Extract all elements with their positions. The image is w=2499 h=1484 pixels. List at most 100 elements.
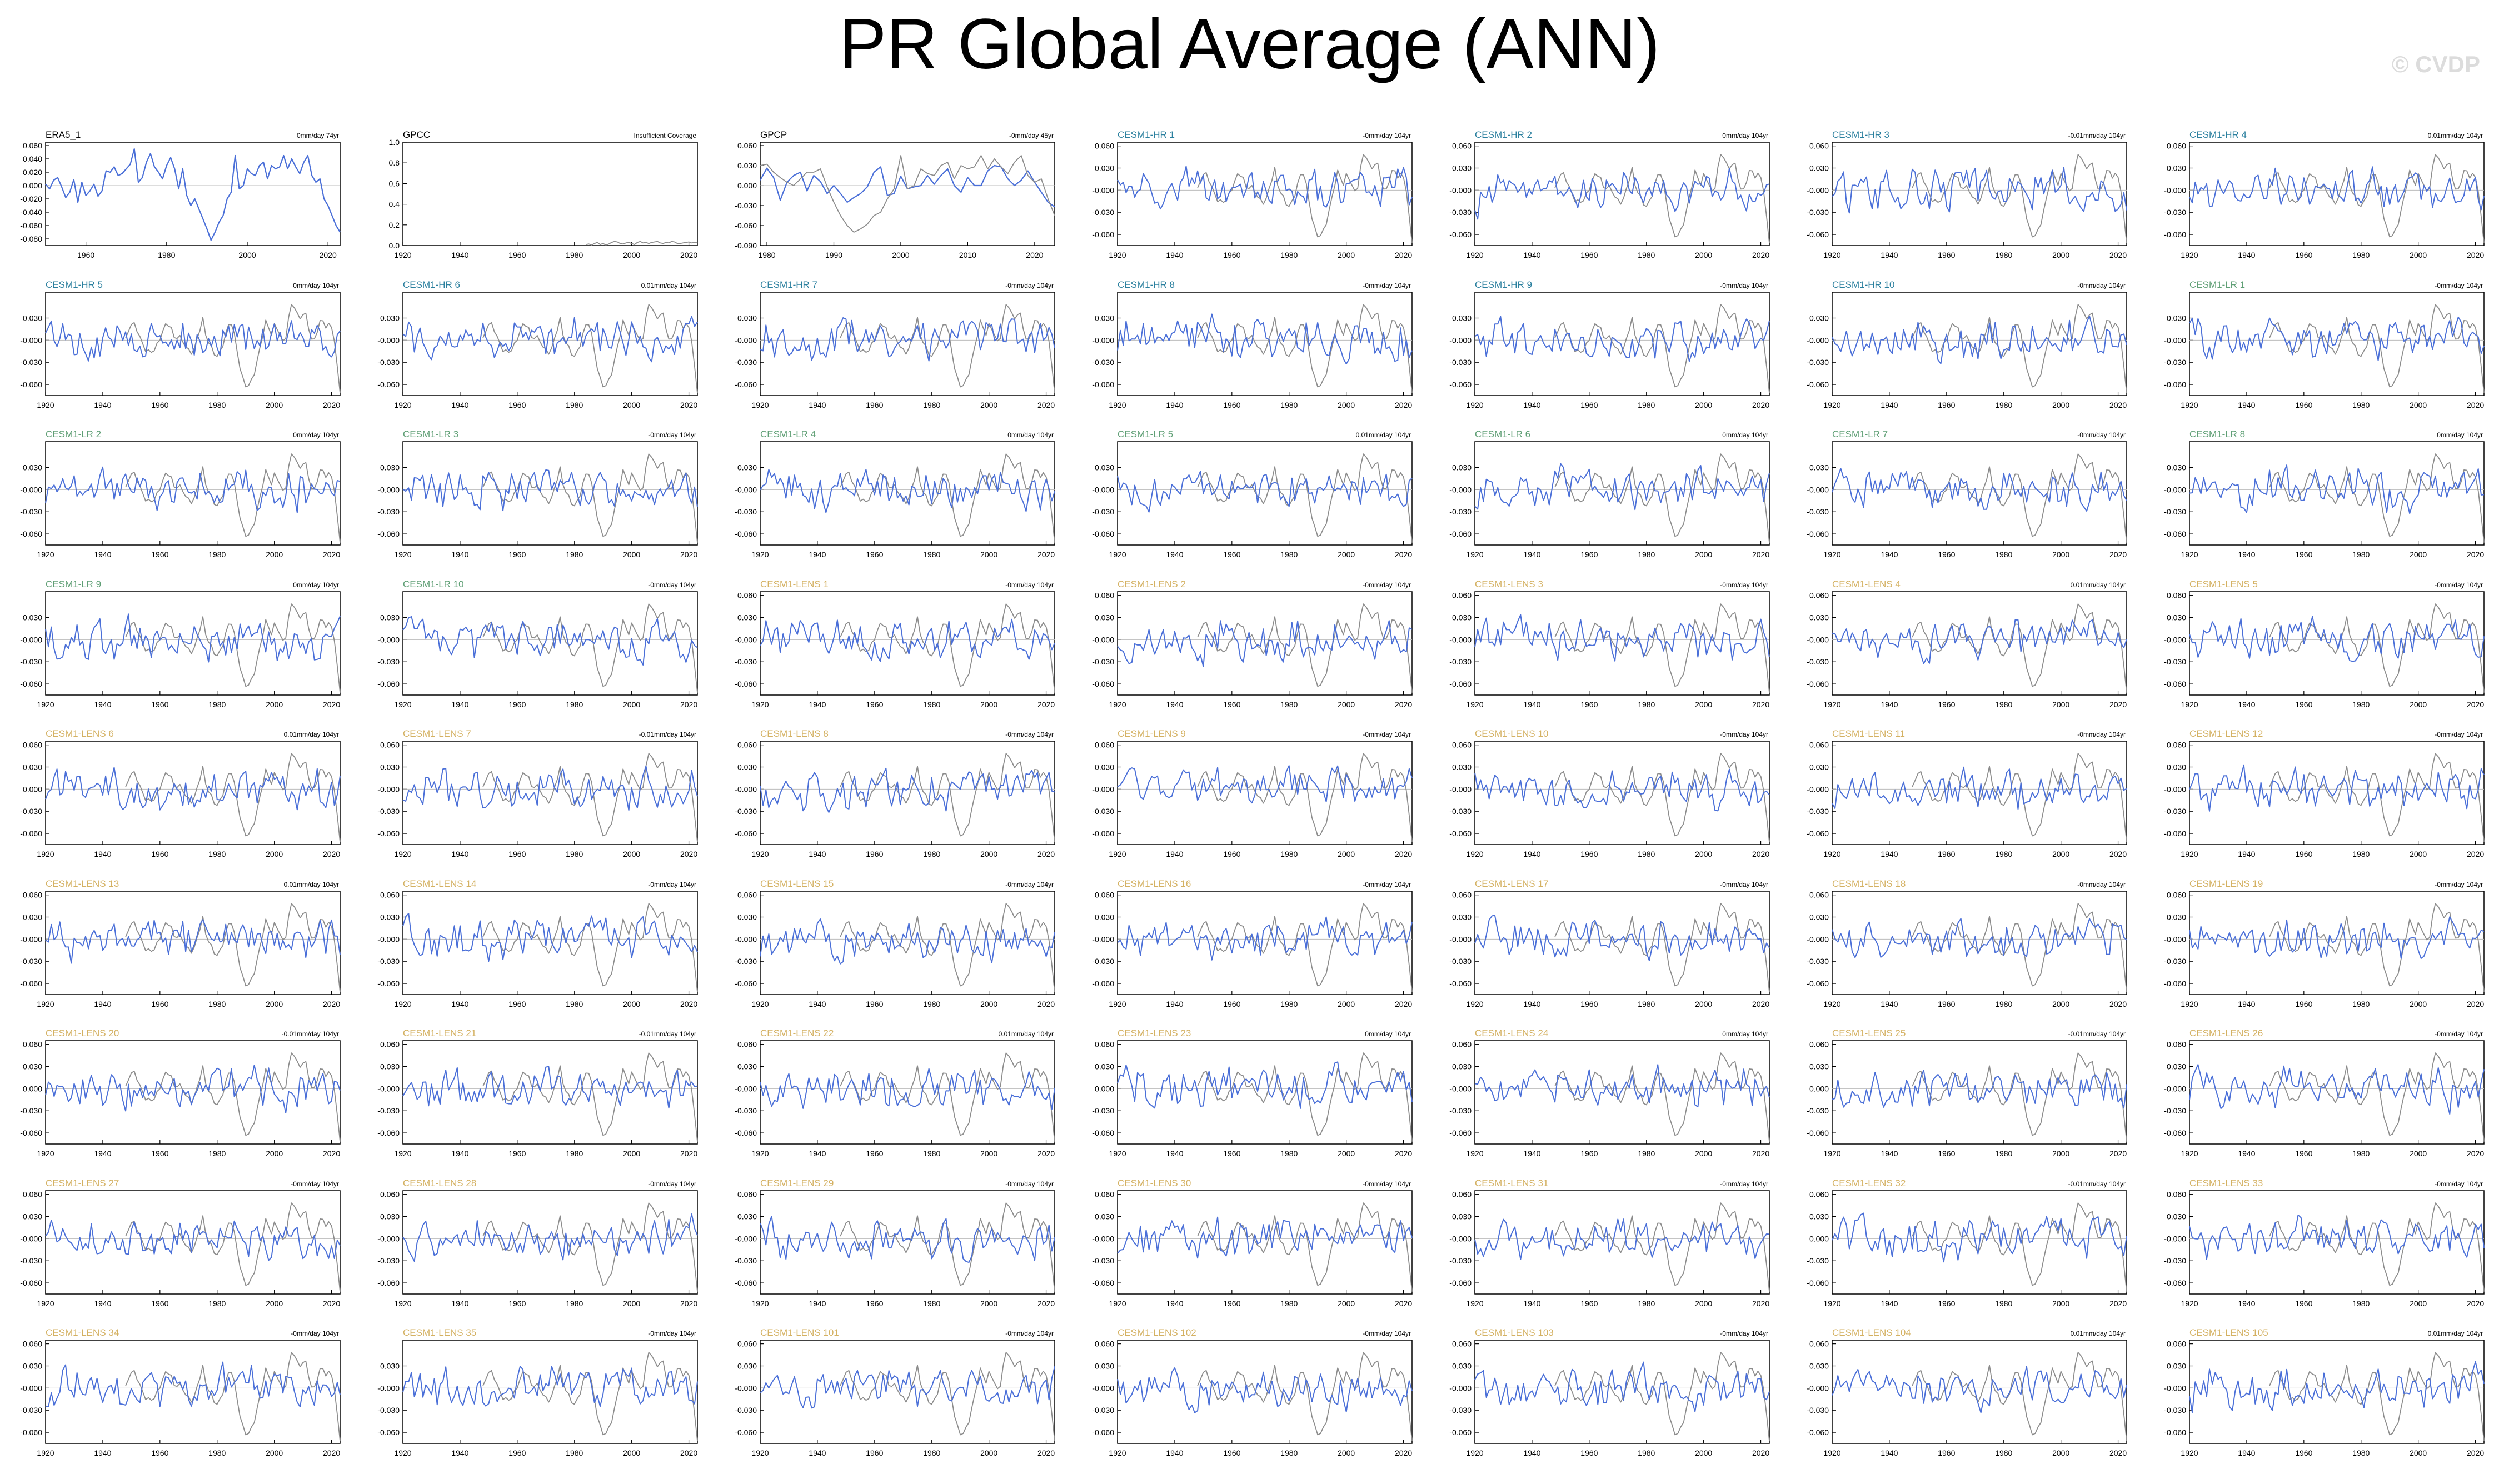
x-tick-label: 2020: [323, 401, 340, 409]
y-tick-label: 0.060: [737, 141, 757, 150]
panel-cesm1-lens-27: CESM1-LENS 27 -0mm/day 104yr 0.060 0.030 -0.…: [0, 1170, 357, 1320]
x-tick-label: 1960: [151, 401, 168, 409]
trend-label: -0mm/day 104yr: [1720, 581, 1768, 589]
y-tick-label: 0.030: [737, 161, 757, 170]
plot-frame: [402, 1040, 698, 1145]
trend-label: -0mm/day 104yr: [1005, 282, 1054, 289]
x-tick-label: 1980: [1280, 1149, 1298, 1158]
obs-series-line: [1912, 603, 2127, 693]
panel-name-label: CESM1-LENS 24: [1475, 1028, 1548, 1038]
x-tick-label: 1940: [1881, 550, 1898, 559]
panel-cesm1-lr-4: CESM1-LR 4 0mm/day 104yr 0.030 -0.000 -0.030…: [715, 421, 1072, 571]
y-tick-label: -0.030: [2164, 957, 2186, 966]
x-tick-label: 1960: [1223, 850, 1240, 858]
y-tick-label: 0.4: [389, 200, 400, 209]
y-tick-label: -0.060: [2164, 230, 2186, 239]
model-series-line: [1117, 1061, 1413, 1109]
y-tick-label: 0.020: [23, 168, 42, 177]
x-tick-label: 1940: [2238, 1299, 2255, 1308]
y-tick-label: 0.060: [1809, 591, 1829, 599]
model-series-line: [2189, 764, 2485, 812]
y-tick-label: -0.060: [2164, 679, 2186, 688]
trend-label: -0mm/day 104yr: [648, 1330, 696, 1337]
y-tick-label: -0.000: [1092, 785, 1114, 793]
panel-name-label: CESM1-LENS 26: [2189, 1028, 2263, 1038]
y-tick-label: 0.000: [1095, 1084, 1114, 1093]
y-tick-label: 0.030: [737, 763, 757, 772]
x-tick-label: 2000: [980, 1000, 997, 1008]
y-tick-label: -0.030: [735, 201, 757, 210]
trend-label: -0mm/day 104yr: [1363, 1180, 1411, 1188]
y-tick-label: 0.030: [737, 912, 757, 921]
plot-frame: [760, 1040, 1055, 1145]
y-tick-label: -0.030: [377, 1406, 400, 1415]
y-tick-label: -0.030: [735, 657, 757, 666]
x-tick-label: 1920: [394, 1448, 411, 1457]
x-tick-label: 1960: [1580, 401, 1598, 409]
obs-series-line: [1912, 902, 2127, 992]
x-tick-label: 2010: [959, 251, 976, 259]
panel-name-label: CESM1-HR 4: [2189, 129, 2247, 140]
panel-cesm1-lr-7: CESM1-LR 7 -0mm/day 104yr 0.030 -0.000 -0.03…: [1787, 421, 2144, 571]
trend-label: 0.01mm/day 104yr: [999, 1030, 1054, 1038]
model-series-line: [760, 1068, 1055, 1110]
panel-plot: CESM1-LENS 14 -0mm/day 104yr 0.060 0.030 -0.…: [377, 878, 698, 1008]
x-tick-label: 1920: [394, 550, 411, 559]
x-tick-label: 1960: [2295, 401, 2312, 409]
y-tick-label: 0.030: [1452, 1362, 1472, 1371]
x-tick-label: 1960: [2295, 251, 2312, 259]
y-tick-label: 0.060: [737, 890, 757, 899]
trend-label: 0.01mm/day 104yr: [284, 881, 339, 888]
x-tick-label: 2000: [2410, 1149, 2427, 1158]
obs-series-line: [2269, 902, 2485, 992]
x-tick-label: 1960: [866, 1448, 883, 1457]
y-tick-label: -0.030: [20, 1406, 42, 1415]
x-tick-label: 2020: [2109, 1149, 2127, 1158]
y-tick-label: 0.060: [23, 1340, 42, 1348]
y-tick-label: -0.000: [1807, 785, 1829, 793]
panel-name-label: CESM1-HR 5: [46, 279, 103, 290]
x-tick-label: 1960: [866, 700, 883, 709]
panel-name-label: CESM1-LENS 29: [760, 1178, 834, 1188]
x-tick-label: 1960: [151, 1000, 168, 1008]
obs-series-line: [1912, 154, 2127, 243]
model-series-line: [760, 618, 1055, 662]
trend-label: 0.01mm/day 104yr: [1356, 431, 1411, 439]
x-tick-label: 1960: [508, 850, 526, 858]
panel-plot: GPCC Insufficient Coverage 1.0 0.8 0.6 0.4 0.2…: [389, 129, 698, 259]
x-tick-label: 2000: [1695, 1149, 1712, 1158]
model-series-line: [1474, 768, 1770, 812]
y-tick-label: 0.030: [2167, 463, 2186, 472]
x-tick-label: 1940: [1881, 1448, 1898, 1457]
trend-label: -0mm/day 104yr: [2077, 282, 2126, 289]
x-tick-label: 1980: [566, 1299, 583, 1308]
panel-cesm1-hr-9: CESM1-HR 9 -0mm/day 104yr 0.030 -0.000 -0.03…: [1429, 271, 1787, 421]
model-series-line: [1474, 1361, 1770, 1412]
panel-plot: CESM1-LENS 9 -0mm/day 104yr 0.060 0.030 -0.0…: [1092, 728, 1413, 858]
y-tick-label: -0.000: [1092, 935, 1114, 943]
y-tick-label: 0.060: [1095, 890, 1114, 899]
panel-era5-1: ERA5_1 0mm/day 74yr 0.060 0.040 0.020 0.000 -0…: [0, 121, 357, 271]
x-tick-label: 2000: [2052, 850, 2069, 858]
x-tick-label: 1920: [1823, 1299, 1840, 1308]
trend-label: -0mm/day 104yr: [2435, 881, 2483, 888]
panel-cesm1-lens-104: CESM1-LENS 104 0.01mm/day 104yr 0.060 0.030…: [1787, 1319, 2144, 1469]
obs-series-line: [125, 753, 341, 842]
panel-cesm1-lens-34: CESM1-LENS 34 -0mm/day 104yr 0.060 0.030 -0.…: [0, 1319, 357, 1469]
y-tick-label: -0.000: [1807, 336, 1829, 344]
y-tick-label: -0.060: [2164, 380, 2186, 389]
plot-frame: [1117, 441, 1413, 546]
y-tick-label: -0.030: [1092, 507, 1114, 516]
trend-label: -0mm/day 104yr: [1720, 1180, 1768, 1188]
obs-series-line: [1197, 453, 1413, 543]
x-tick-label: 1940: [1523, 550, 1540, 559]
y-tick-label: 0.000: [23, 1084, 42, 1093]
y-tick-label: 0.060: [2167, 1340, 2186, 1348]
panel-name-label: ERA5_1: [46, 129, 81, 140]
y-tick-label: -0.030: [1092, 1256, 1114, 1265]
x-tick-label: 1960: [508, 1448, 526, 1457]
plot-frame: [1117, 1040, 1413, 1145]
x-tick-label: 1980: [2352, 550, 2370, 559]
x-tick-label: 2000: [2410, 1299, 2427, 1308]
panel-name-label: CESM1-LENS 20: [46, 1028, 119, 1038]
